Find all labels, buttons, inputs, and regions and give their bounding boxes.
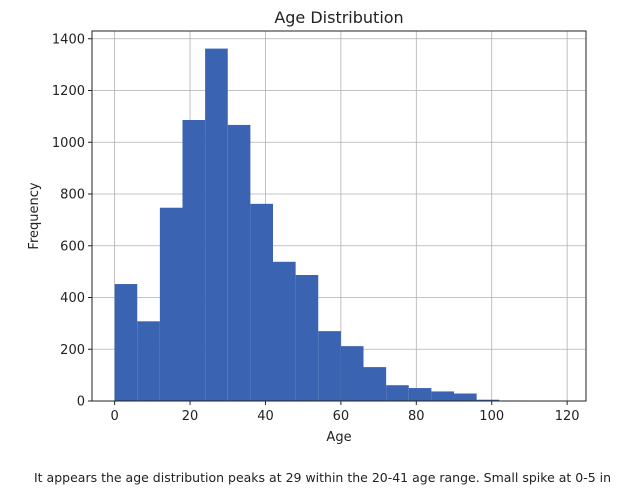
y-tick-label: 1000 [52,136,85,151]
x-tick-label: 60 [333,409,350,424]
y-tick-label: 200 [60,343,85,358]
y-tick-label: 800 [60,188,85,203]
y-tick-label: 1400 [52,32,85,47]
y-tick-label: 1200 [52,84,85,99]
x-tick-label: 80 [408,409,425,424]
y-tick-label: 400 [60,291,85,306]
histogram-bar [159,207,183,401]
x-tick-label: 120 [555,409,580,424]
x-tick-label: 100 [479,409,504,424]
chart-caption: It appears the age distribution peaks at… [34,470,612,485]
histogram-bar [114,284,138,401]
histogram-bar [408,388,432,401]
histogram-bar [431,391,455,401]
chart-title: Age Distribution [274,8,403,27]
histogram-bar [295,274,319,401]
histogram-bar [363,367,387,401]
x-tick-label: 20 [182,409,199,424]
histogram-bar [205,48,228,401]
y-tick-label: 600 [60,239,85,254]
histogram-bars [114,48,568,402]
histogram-bar [137,321,160,401]
histogram-bar [318,331,341,401]
x-tick-label: 0 [110,409,118,424]
plot-frame [91,30,587,402]
x-axis-label: Age [326,430,351,445]
histogram-bar [386,385,409,401]
histogram-bar [182,120,206,402]
x-tick-label: 40 [257,409,274,424]
histogram-bar [273,261,296,401]
histogram-bar [454,393,477,401]
histogram-bar [250,203,274,401]
y-axis-label: Frequency [27,182,42,249]
histogram-bar [227,124,251,401]
histogram-bar [340,346,364,401]
histogram-bar [476,399,500,401]
y-tick-label: 0 [77,395,85,410]
